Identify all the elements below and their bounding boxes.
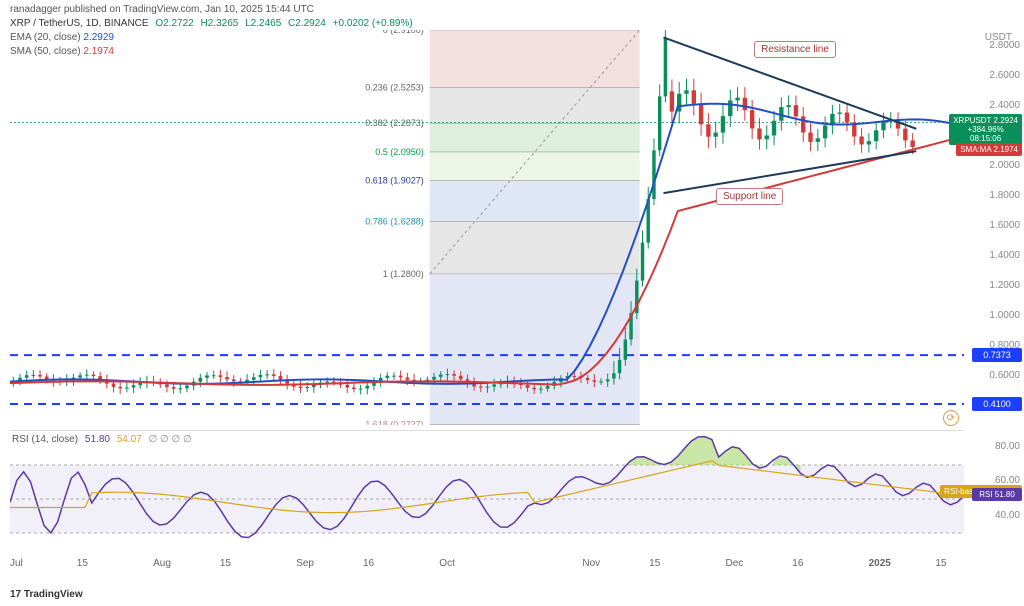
x-axis-time: Jul15Aug15Sep16OctNov15Dec16202515 [10,556,964,576]
rsi-value-2: 54.07 [117,434,142,445]
svg-text:0.618 (1.9027): 0.618 (1.9027) [365,176,424,186]
svg-text:0.786 (1.6288): 0.786 (1.6288) [365,217,424,227]
rsi-header: RSI (14, close) 51.80 54.07 ∅ ∅ ∅ ∅ [12,434,196,445]
price-badge: SMA:MA 2.1974 [956,143,1022,156]
byline: ranadagger published on TradingView.com,… [10,4,314,15]
main-price-chart[interactable]: 0 (2.9100) 0.236 (2.5253) 0.382 (2.2873) 0.… [10,30,964,425]
annotation-label: Resistance line [754,41,836,58]
ohlc-open: O2.2722 [155,18,193,29]
ohlc-high: H2.3265 [201,18,239,29]
level-badge: 0.7373 [972,348,1022,362]
symbol-row: XRP / TetherUS, 1D, BINANCE O2.2722 H2.3… [10,18,417,29]
rsi-value-1: 51.80 [85,434,110,445]
ohlc-close: C2.2924 [288,18,326,29]
rsi-label: RSI (14, close) [12,434,78,445]
ohlc-low: L2.2465 [245,18,281,29]
svg-text:1 (1.2800): 1 (1.2800) [383,269,424,279]
tradingview-logo: 17 TradingView [10,589,83,600]
rsi-neutral: ∅ ∅ ∅ ∅ [149,434,192,445]
replay-icon[interactable]: ⟳ [943,410,959,426]
svg-text:0.5 (2.0950): 0.5 (2.0950) [375,147,424,157]
rsi-chart[interactable] [10,430,964,550]
svg-text:0 (2.9100): 0 (2.9100) [383,30,424,35]
svg-text:0.236 (2.5253): 0.236 (2.5253) [365,83,424,93]
svg-text:0.382 (2.2873): 0.382 (2.2873) [365,118,424,128]
svg-text:1.618 (0.2727): 1.618 (0.2727) [365,420,424,425]
level-badge: 0.4100 [972,397,1022,411]
ohlc-change: +0.0202 (+0.89%) [333,18,413,29]
rsi-badge: RSI 51.80 [972,488,1022,501]
symbol-pair: XRP / TetherUS, 1D, BINANCE [10,18,149,29]
y-axis-price: 2.80002.60002.40002.20002.00001.80001.60… [966,30,1024,425]
price-badge: XRPUSDT 2.2924+384.96%08:15:06 [949,114,1022,145]
annotation-label: Support line [716,188,783,205]
